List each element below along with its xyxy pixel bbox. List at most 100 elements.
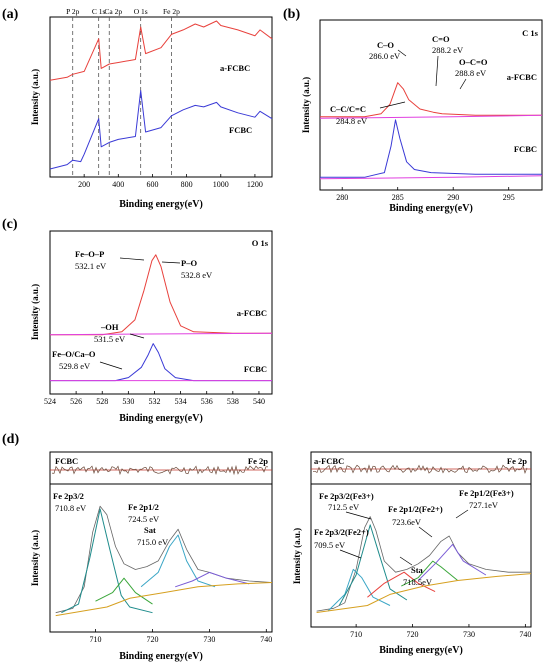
panel-d-right-title: Fe 2p: [507, 456, 527, 466]
panel-d-left-residual: [50, 464, 272, 476]
panel-c-label: (c): [2, 217, 18, 232]
reference-label: O 1s: [134, 7, 148, 16]
panel-d-right-ann-p32-2-ev: 709.5 eV: [314, 540, 346, 550]
panel-c-ann-feop-ev: 532.1 eV: [75, 261, 107, 271]
panel-d-right-ann-p32-3-ev: 712.5 eV: [328, 502, 360, 512]
x-tick-label: 730: [463, 630, 475, 639]
panel-c-ann-feop: Fe–O–P: [75, 249, 104, 259]
series-line: [50, 343, 272, 382]
x-tick-label: 532: [148, 397, 160, 406]
panel-d-label: (d): [2, 432, 19, 447]
panel-d-right-ann-sta-ev: 718.5eV: [403, 577, 433, 587]
panel-c: (c) O 1s 524 526 528 530 532 534 536 538 540 a-F…: [2, 217, 273, 424]
x-tick-label: 720: [407, 630, 419, 639]
residual-trace: [312, 464, 528, 474]
panel-c-ann-po: P–O: [181, 258, 197, 268]
panel-a-frame: [49, 16, 273, 178]
x-tick-label: 600: [146, 180, 158, 189]
panel-b-annotation-arrows: [379, 49, 467, 109]
series-line: [319, 114, 543, 119]
series-line: [50, 254, 272, 336]
panel-d-right-ylabel: Intensity (a.u.): [292, 528, 302, 584]
series-line: [320, 82, 542, 118]
series-line: [401, 560, 459, 587]
panel-d-right-ann-sta: Sta: [411, 565, 424, 575]
panel-a-curve-label-fcbc: FCBC: [229, 125, 252, 135]
x-tick-label: 1000: [213, 180, 229, 189]
panel-c-ann-feo-ev: 529.8 eV: [59, 361, 91, 371]
panel-d-left: FCBC Fe 2p 710 720 730 740 Fe 2p3/2 710.8 e…: [30, 451, 273, 662]
x-tick-label: 538: [227, 397, 239, 406]
series-line: [49, 20, 273, 81]
x-tick-label: 290: [447, 193, 459, 202]
residual-trace: [51, 464, 269, 476]
x-tick-label: 524: [44, 397, 56, 406]
x-tick-label: 800: [181, 180, 193, 189]
panel-c-curve-label-fcbc: FCBC: [244, 364, 267, 374]
series-line: [316, 516, 531, 612]
series-line: [140, 534, 216, 588]
panel-c-ann-oh: –OH: [100, 322, 119, 332]
panel-d-right-annotation-arrows: [339, 509, 469, 566]
reference-label: Ca 2p: [104, 7, 122, 16]
panel-c-curves: [49, 254, 273, 382]
panel-c-curve-label-afcbc: a-FCBC: [237, 308, 267, 318]
panel-d-right-frame: [310, 483, 532, 628]
panel-b: (b) C 1s 280 285 290 295 a-FCBC FCBC C–O 28…: [283, 7, 543, 214]
x-tick-label: 295: [503, 193, 515, 202]
x-tick-label: 534: [175, 397, 187, 406]
x-tick-label: 530: [122, 397, 134, 406]
panel-d-right-curves: [316, 516, 532, 613]
panel-d-right-ann-p12-2: Fe 2p1/2(Fe2+): [388, 504, 443, 514]
panel-d-left-curves: [55, 505, 273, 617]
panel-d-left-title: Fe 2p: [248, 456, 268, 466]
panel-d-right-xlabel: Binding energy(eV): [379, 645, 463, 656]
series-line: [338, 524, 408, 606]
panel-b-curve-label-fcbc: FCBC: [514, 144, 537, 154]
panel-d-right-ann-p32-3: Fe 2p3/2(Fe3+): [319, 491, 374, 501]
panel-b-ann-cc-ev: 284.8 eV: [336, 116, 368, 126]
reference-label: C 1s: [92, 7, 106, 16]
series-line: [61, 508, 153, 614]
panel-c-ylabel: Intensity (a.u.): [30, 284, 40, 340]
x-tick-label: 740: [519, 630, 531, 639]
panel-b-ann-ceo-ev: 288.2 eV: [432, 45, 464, 55]
panel-d-left-ann-p12-ev: 724.5 eV: [128, 514, 160, 524]
series-line: [49, 90, 273, 170]
panel-c-ann-po-ev: 532.8 eV: [181, 270, 213, 280]
panel-b-curve-label-afcbc: a-FCBC: [507, 72, 537, 82]
panel-a-ylabel: Intensity (a.u.): [30, 69, 40, 125]
panel-d-right: a-FCBC Fe 2p 710 720 730 740 Fe 2p3/2(Fe3+)…: [292, 451, 532, 656]
series-line: [327, 568, 391, 612]
panel-d-right-ann-p12-3: Fe 2p1/2(Fe3+): [459, 488, 514, 498]
panel-a-xlabel: Binding energy(eV): [119, 199, 203, 210]
panel-d-right-residual: [311, 464, 531, 474]
x-tick-label: 280: [336, 193, 348, 202]
x-tick-label: 1200: [247, 180, 263, 189]
panel-d-left-ann-sat: Sat: [144, 525, 156, 535]
panel-d-left-residual-frame: [49, 451, 273, 485]
panel-d-left-frame: [49, 483, 273, 633]
panel-d-right-ticks: 710 720 730 740: [350, 624, 531, 639]
x-tick-label: 720: [146, 635, 158, 644]
panel-b-ann-cc: C–C/C=C: [330, 104, 366, 114]
panel-b-ylabel: Intensity (a.u.): [301, 77, 311, 133]
series-line: [417, 543, 487, 581]
panel-d-left-ticks: 710 720 730 740: [90, 629, 272, 644]
panel-c-xlabel: Binding energy(eV): [119, 413, 203, 424]
series-line: [55, 582, 273, 617]
panel-b-ann-ceo: C=O: [432, 34, 450, 44]
series-line: [316, 573, 532, 613]
panel-a-curve-label-afcbc: a-FCBC: [220, 63, 250, 73]
series-line: [175, 571, 250, 588]
panel-c-ann-oh-ev: 531.5 eV: [94, 334, 126, 344]
panel-d-left-name: FCBC: [55, 456, 78, 466]
x-tick-label: 528: [96, 397, 108, 406]
x-tick-label: 285: [392, 193, 404, 202]
series-line: [319, 175, 543, 180]
panel-b-ann-oco-ev: 288.8 eV: [455, 68, 487, 78]
panel-d-left-ann-p12: Fe 2p1/2: [128, 502, 159, 512]
panel-d-left-ann-p32-ev: 710.8 eV: [55, 503, 87, 513]
x-tick-label: 540: [253, 397, 265, 406]
